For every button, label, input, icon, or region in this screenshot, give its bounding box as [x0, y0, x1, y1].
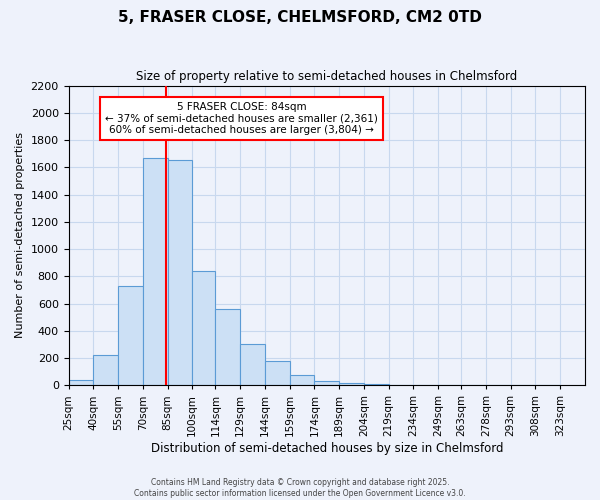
- Bar: [143, 158, 167, 386]
- Bar: [118, 286, 143, 386]
- Text: Contains HM Land Registry data © Crown copyright and database right 2025.
Contai: Contains HM Land Registry data © Crown c…: [134, 478, 466, 498]
- Bar: [389, 384, 413, 386]
- Bar: [68, 380, 93, 386]
- Bar: [93, 354, 118, 386]
- Bar: [167, 160, 192, 386]
- Bar: [314, 380, 339, 386]
- Bar: [215, 309, 240, 386]
- Bar: [240, 344, 265, 386]
- Y-axis label: Number of semi-detached properties: Number of semi-detached properties: [15, 132, 25, 338]
- Bar: [192, 271, 215, 386]
- Title: Size of property relative to semi-detached houses in Chelmsford: Size of property relative to semi-detach…: [136, 70, 517, 83]
- Bar: [265, 361, 290, 386]
- Bar: [290, 375, 314, 386]
- Text: 5 FRASER CLOSE: 84sqm
← 37% of semi-detached houses are smaller (2,361)
60% of s: 5 FRASER CLOSE: 84sqm ← 37% of semi-deta…: [106, 102, 378, 135]
- Text: 5, FRASER CLOSE, CHELMSFORD, CM2 0TD: 5, FRASER CLOSE, CHELMSFORD, CM2 0TD: [118, 10, 482, 25]
- Bar: [364, 384, 389, 386]
- X-axis label: Distribution of semi-detached houses by size in Chelmsford: Distribution of semi-detached houses by …: [151, 442, 503, 455]
- Bar: [339, 382, 364, 386]
